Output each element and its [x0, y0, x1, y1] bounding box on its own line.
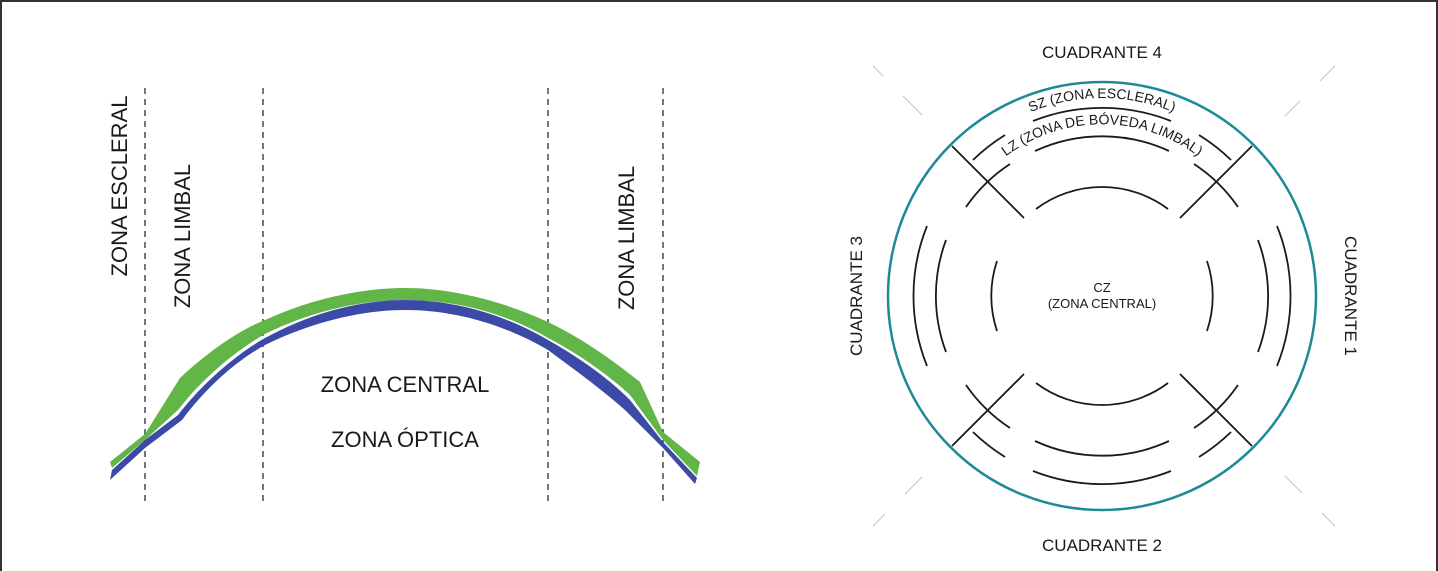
guide-diagonal-top-left-2 [902, 95, 923, 116]
scleral-zone-arc-right [1276, 225, 1292, 367]
limbal-zone-arc-bl [965, 384, 1011, 429]
label-zona-limbal-left: ZONA LIMBAL [170, 164, 195, 308]
scleral-zone-arc-tl [972, 134, 1006, 161]
guide-diagonal-bottom-right-2 [1284, 475, 1303, 494]
central-zone-arc-right [1206, 260, 1214, 332]
label-zona-escleral: ZONA ESCLERAL [107, 96, 132, 277]
guide-diagonal-bottom-right [1321, 512, 1336, 527]
outer-lens-circle [886, 80, 1318, 512]
guide-diagonal-top-right [1319, 65, 1336, 82]
label-cz-zona-central: (ZONA CENTRAL) [1048, 296, 1156, 311]
guide-diagonal-top-left [872, 65, 884, 77]
label-zona-optica: ZONA ÓPTICA [331, 427, 479, 452]
limbal-zone-arc-tr [1193, 163, 1239, 208]
scleral-zone-arc-bottom [1032, 470, 1172, 485]
guide-diagonal-bottom-left [872, 513, 886, 527]
limbal-zone-arc-tl [965, 163, 1011, 208]
guide-diagonal-bottom-left-2 [904, 476, 923, 495]
limbal-zone-arc-right [1257, 239, 1269, 353]
limbal-zone-arc-top [1034, 135, 1170, 152]
scleral-zone-arc-br [1198, 431, 1232, 458]
scleral-zone-arc-top [1032, 107, 1172, 122]
guide-diagonal-top-right-2 [1284, 100, 1301, 117]
scleral-zone-arc-bl [972, 431, 1006, 458]
quadrant-divider-tl [951, 145, 1025, 219]
limbal-zone-arc-br [1193, 384, 1239, 429]
central-zone-arc-top [1035, 186, 1169, 210]
label-zona-central: ZONA CENTRAL [321, 372, 490, 397]
label-cuadrante-3: CUADRANTE 3 [847, 236, 866, 356]
label-cuadrante-2: CUADRANTE 2 [1042, 536, 1162, 555]
label-cz: CZ [1093, 280, 1110, 295]
label-cuadrante-1: CUADRANTE 1 [1341, 236, 1360, 356]
label-lz-zona-boveda-limbal: LZ (ZONA DE BÓVEDA LIMBAL) [998, 111, 1206, 159]
central-zone-arc-bottom [1035, 382, 1169, 406]
label-cuadrante-4: CUADRANTE 4 [1042, 43, 1162, 62]
lens-profile-green [110, 288, 700, 476]
scleral-zone-arc-left [912, 225, 928, 367]
central-zone-arc-left [990, 260, 998, 332]
scleral-zone-arc-tr [1198, 134, 1232, 161]
label-zona-limbal-right: ZONA LIMBAL [614, 166, 639, 310]
quadrant-divider-bl [951, 373, 1025, 447]
quadrant-divider-tr [1179, 145, 1253, 219]
limbal-zone-arc-bottom [1034, 440, 1170, 457]
lens-profile-blue [110, 300, 697, 484]
limbal-zone-arc-left [935, 239, 947, 353]
quadrant-divider-br [1179, 373, 1253, 447]
